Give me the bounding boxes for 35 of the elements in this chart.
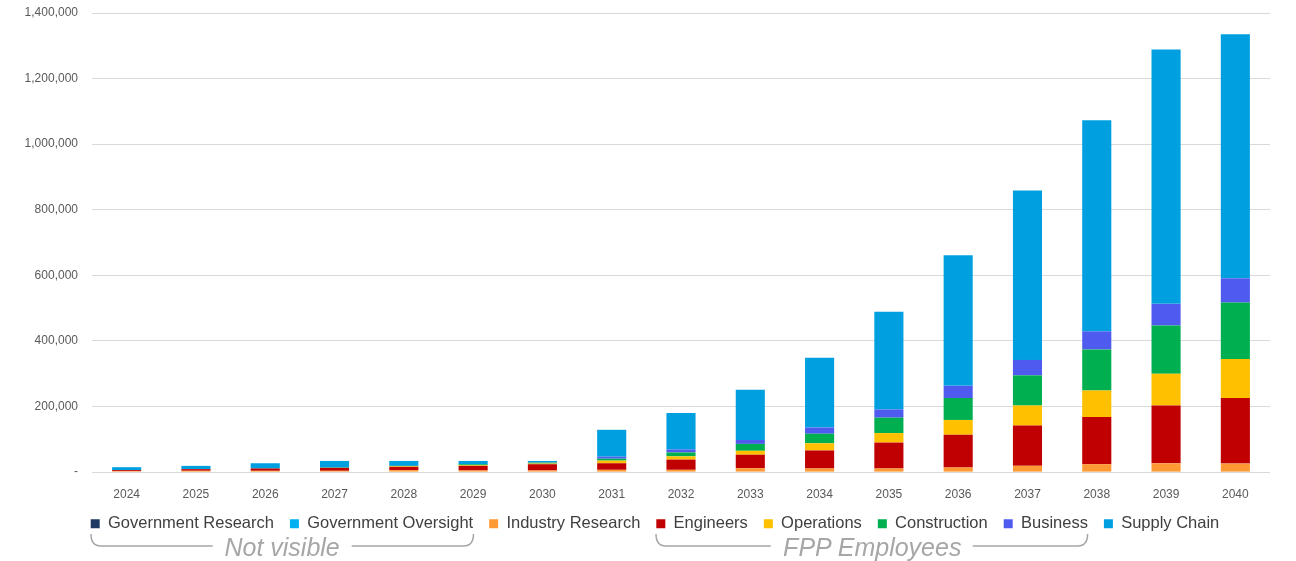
legend-label: Operations: [781, 513, 862, 532]
legend-label: Government Oversight: [307, 513, 474, 532]
legend-label: Supply Chain: [1121, 513, 1220, 532]
y-tick-label: 1,200,000: [24, 70, 79, 85]
y-tick-label: 200,000: [34, 398, 79, 413]
y-tick-label: 400,000: [34, 333, 79, 348]
x-tick-label: 2033: [736, 486, 764, 501]
legend-label: Industry Research: [506, 513, 641, 532]
text: FPP Employees: [783, 532, 962, 561]
text: Not visible: [224, 532, 340, 561]
x-tick-label: 2028: [390, 486, 418, 501]
x-tick-label: 2032: [667, 486, 695, 501]
x-tick-label: 2026: [251, 486, 279, 501]
legend-label: Engineers: [673, 513, 748, 532]
y-tick-label: -: [74, 464, 78, 479]
x-tick-label: 2024: [113, 486, 141, 501]
x-tick-label: 2035: [875, 486, 903, 501]
legend-label: Government Research: [107, 513, 274, 532]
x-tick-label: 2027: [321, 486, 349, 501]
x-tick-label: 2038: [1083, 486, 1111, 501]
x-tick-label: 2036: [944, 486, 972, 501]
y-tick-label: 600,000: [34, 267, 79, 282]
legend-label: Construction: [895, 513, 988, 532]
x-tick-label: 2031: [598, 486, 626, 501]
y-tick-label: 1,000,000: [24, 136, 79, 151]
x-tick-label: 2037: [1014, 486, 1042, 501]
x-tick-label: 2030: [529, 486, 557, 501]
x-tick-label: 2025: [182, 486, 210, 501]
x-tick-label: 2040: [1222, 486, 1250, 501]
x-tick-label: 2039: [1152, 486, 1180, 501]
x-tick-label: 2034: [806, 486, 834, 501]
x-tick-label: 2029: [459, 486, 487, 501]
y-tick-label: 800,000: [34, 202, 79, 217]
legend-label: Business: [1020, 513, 1088, 532]
y-tick-label: 1,400,000: [24, 5, 79, 20]
